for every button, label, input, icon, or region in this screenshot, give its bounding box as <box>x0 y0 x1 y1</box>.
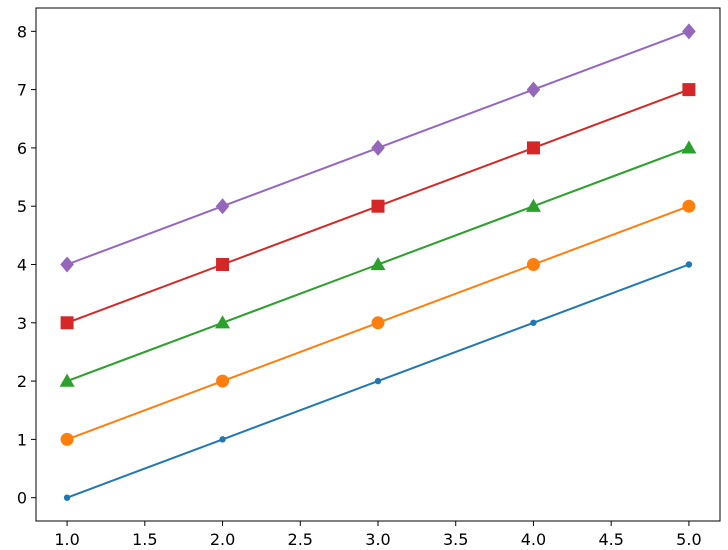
data-point <box>526 81 541 98</box>
data-point <box>60 256 74 273</box>
data-point <box>681 140 697 154</box>
data-point <box>219 436 226 443</box>
data-point <box>60 432 74 446</box>
x-tick-label: 1.0 <box>54 530 79 549</box>
y-tick-label: 4 <box>17 256 27 275</box>
x-tick-label: 2.0 <box>210 530 235 549</box>
series-1 <box>63 261 693 501</box>
x-tick-label: 4.5 <box>598 530 623 549</box>
x-tick-label: 4.0 <box>521 530 546 549</box>
series-2 <box>60 199 696 446</box>
data-point <box>530 319 537 326</box>
x-tick-label: 2.5 <box>288 530 313 549</box>
data-point <box>682 23 696 40</box>
y-tick-label: 8 <box>17 22 27 41</box>
y-tick-label: 6 <box>17 139 27 158</box>
plot-frame <box>35 7 721 522</box>
x-tick-label: 1.5 <box>132 530 157 549</box>
data-point <box>60 316 74 330</box>
ticks-layer: 1.0 1.5 2.0 2.5 3.0 3.5 4.0 4.5 5.0 0 1 2 3 4 5 6 7 8 <box>17 22 702 549</box>
y-tick-label: 2 <box>17 372 27 391</box>
series-layer <box>59 23 697 501</box>
data-point <box>526 258 540 271</box>
data-point <box>371 139 385 156</box>
data-point <box>682 83 696 97</box>
data-point <box>371 199 385 213</box>
x-tick-label: 3.5 <box>443 530 468 549</box>
y-tick-label: 0 <box>17 489 27 508</box>
data-point <box>215 315 231 329</box>
x-tick-label: 5.0 <box>676 530 701 549</box>
data-point <box>63 494 71 501</box>
data-point <box>371 316 385 330</box>
series-4 <box>60 83 696 330</box>
data-point <box>526 141 540 155</box>
data-point <box>215 198 230 215</box>
y-tick-label: 7 <box>17 81 27 100</box>
data-point <box>370 257 386 271</box>
series-3 <box>59 140 697 387</box>
data-point <box>216 258 230 271</box>
data-point <box>59 373 75 387</box>
data-point <box>216 374 230 388</box>
data-point <box>374 377 382 385</box>
y-tick-label: 5 <box>17 197 27 216</box>
data-point <box>685 261 693 268</box>
data-point <box>682 199 696 213</box>
x-tick-label: 3.0 <box>365 530 390 549</box>
series-5 <box>60 23 696 273</box>
y-tick-label: 3 <box>17 314 27 333</box>
y-tick-label: 1 <box>17 430 27 449</box>
data-point <box>525 198 541 212</box>
